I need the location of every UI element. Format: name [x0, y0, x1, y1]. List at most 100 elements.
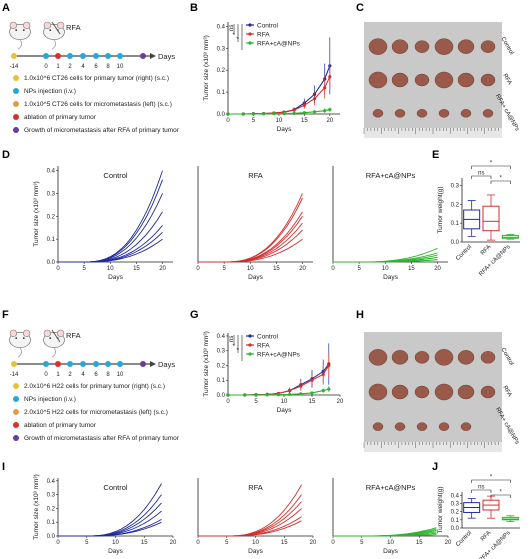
tumor-sample — [416, 109, 428, 118]
x-tick-label: 15 — [133, 266, 140, 272]
y-tick-label: 0.3 — [217, 46, 226, 52]
y-tick-label: 0.2 — [451, 202, 460, 208]
legend-entry: Control — [257, 334, 279, 341]
timeline-dot-end — [140, 53, 146, 59]
timeline-dot — [43, 361, 49, 367]
x-tick-label: 10 — [387, 540, 394, 546]
significance-label: ns — [229, 336, 235, 342]
rfa-label: RFA — [66, 331, 81, 340]
legend-marker — [248, 23, 252, 27]
y-tick-label: 0.3 — [451, 501, 460, 507]
legend-entry: RFA — [257, 343, 270, 350]
panel-label-D: D — [2, 149, 10, 161]
x-tick-label: 10 — [382, 266, 389, 272]
legend-entry: RFA — [257, 32, 270, 39]
growth-curve — [198, 238, 303, 263]
timeline-dot — [11, 53, 17, 59]
y-tick-label: 0.0 — [451, 526, 460, 532]
series-line — [228, 365, 330, 396]
legend-text: NPs injection (i.v.) — [24, 396, 76, 403]
data-point — [282, 111, 286, 116]
group-title: Control — [103, 483, 128, 492]
growth-curve — [198, 229, 303, 263]
x-tick-label: 5 — [222, 266, 226, 272]
x-tick-label: 10 — [252, 540, 259, 546]
y-tick-label: 0.1 — [451, 221, 460, 227]
panel-label-I: I — [2, 461, 5, 473]
y-tick-label: 0.2 — [47, 506, 56, 512]
data-point — [310, 378, 314, 382]
growth-curve — [333, 259, 438, 263]
x-tick-label: 20 — [170, 540, 177, 546]
tumor-sample — [438, 422, 450, 431]
data-point — [272, 112, 276, 116]
x-tick-label: 10 — [247, 266, 254, 272]
y-axis-label: Tumor weight(g) — [437, 186, 444, 233]
panel-label-A: A — [2, 2, 10, 14]
x-tick-label: 5 — [254, 399, 258, 405]
growth-curve — [198, 494, 302, 537]
tumor-sample — [372, 422, 384, 431]
growth-curve — [333, 247, 438, 263]
significance-label: * — [499, 490, 502, 496]
timeline-tick: 10 — [117, 64, 124, 70]
group-title: RFA+cA@NPs — [366, 483, 416, 492]
legend-marker — [248, 343, 252, 347]
x-tick-label: 0 — [331, 540, 335, 546]
timeline-dot — [117, 361, 123, 367]
y-tick-label: 0.1 — [451, 518, 460, 524]
x-axis-label: Days — [248, 274, 264, 281]
chart-D-2: 0 5 10 15 20 Days RFA+cA@NPs — [331, 166, 448, 281]
x-tick-label: 10 — [112, 540, 119, 546]
x-tick-label: 10 — [276, 118, 283, 124]
mouse-icon — [9, 329, 31, 358]
x-tick-label: 0 — [56, 266, 60, 272]
growth-curve — [198, 197, 303, 263]
tumor-sample — [394, 109, 406, 118]
x-tick-label: 10 — [281, 399, 288, 405]
rfa-needle-icon — [51, 329, 61, 343]
legend-entry: RFA+cA@NPs — [257, 352, 301, 359]
x-tick-label: 0 — [226, 399, 230, 405]
tumor-sample — [480, 385, 496, 399]
y-tick-label: 0.4 — [47, 479, 56, 485]
timeline-dot — [67, 53, 73, 59]
legend-text: 2.0x10^6 H22 cells for primary tumor (ri… — [24, 383, 165, 390]
data-point — [312, 97, 317, 101]
mouse-icon — [43, 329, 65, 358]
timeline-dot — [55, 361, 61, 367]
y-tick-label: 0.4 — [451, 493, 460, 499]
y-tick-label: 0.2 — [451, 510, 460, 516]
chart-I-0: 0 5 10 15 20 0.0 0.1 0.2 0.3 0.4 Days Tumor size (x… — [33, 474, 177, 555]
x-tick-label: 5 — [82, 266, 86, 272]
data-point — [265, 393, 269, 397]
y-tick-label: 0.3 — [217, 349, 226, 355]
data-point — [323, 86, 327, 90]
x-tick-label: 20 — [337, 399, 344, 405]
tumor-sample — [414, 73, 430, 87]
timeline-tick: 4 — [81, 64, 85, 70]
significance-bracket — [471, 175, 492, 179]
y-tick-label: 0.1 — [217, 378, 226, 384]
data-point — [299, 384, 303, 388]
y-axis-label: Tumor size (x10³ mm³) — [203, 331, 210, 396]
significance-label: ns — [478, 485, 484, 491]
x-tick-label: 0 — [226, 118, 230, 124]
timeline-tick: 0 — [44, 372, 48, 378]
legend-dot — [13, 114, 19, 120]
data-point — [276, 393, 280, 397]
chart-I-1: 0 5 10 15 20 Days RFA — [196, 478, 317, 555]
data-point — [262, 112, 266, 116]
tumor-sample — [480, 40, 496, 53]
legend-text: ablation of primary tumor — [24, 422, 97, 429]
tumor-sample — [391, 39, 409, 54]
data-point — [288, 388, 292, 393]
data-point — [321, 372, 325, 376]
tumor-sample — [482, 109, 494, 118]
x-tick-label: 15 — [281, 540, 288, 546]
tumor-sample — [414, 351, 430, 364]
data-point — [328, 108, 332, 112]
significance-label: ns — [229, 25, 235, 31]
